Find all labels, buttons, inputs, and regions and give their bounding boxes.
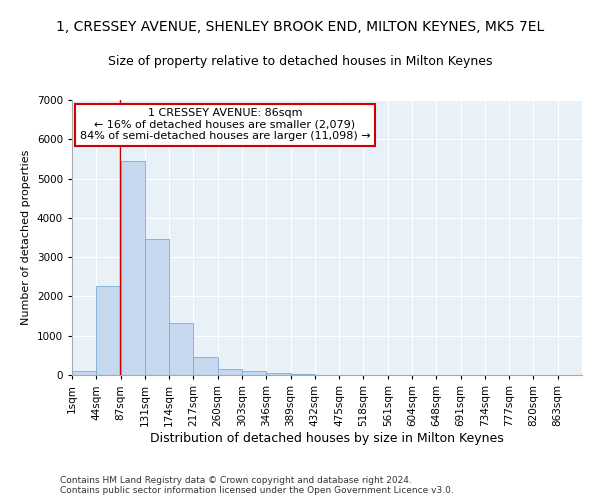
Bar xyxy=(218,369,242,375)
Text: 1 CRESSEY AVENUE: 86sqm
← 16% of detached houses are smaller (2,079)
84% of semi: 1 CRESSEY AVENUE: 86sqm ← 16% of detache… xyxy=(80,108,370,142)
Bar xyxy=(96,286,121,375)
Bar xyxy=(290,374,315,375)
Bar xyxy=(145,240,169,375)
Bar xyxy=(193,356,218,375)
Bar xyxy=(121,161,145,375)
Bar xyxy=(72,372,96,375)
X-axis label: Distribution of detached houses by size in Milton Keynes: Distribution of detached houses by size … xyxy=(150,432,504,444)
Y-axis label: Number of detached properties: Number of detached properties xyxy=(21,150,31,325)
Text: Size of property relative to detached houses in Milton Keynes: Size of property relative to detached ho… xyxy=(108,55,492,68)
Text: Contains HM Land Registry data © Crown copyright and database right 2024.
Contai: Contains HM Land Registry data © Crown c… xyxy=(60,476,454,495)
Bar xyxy=(242,372,266,375)
Bar xyxy=(266,372,290,375)
Text: 1, CRESSEY AVENUE, SHENLEY BROOK END, MILTON KEYNES, MK5 7EL: 1, CRESSEY AVENUE, SHENLEY BROOK END, MI… xyxy=(56,20,544,34)
Bar xyxy=(169,323,193,375)
